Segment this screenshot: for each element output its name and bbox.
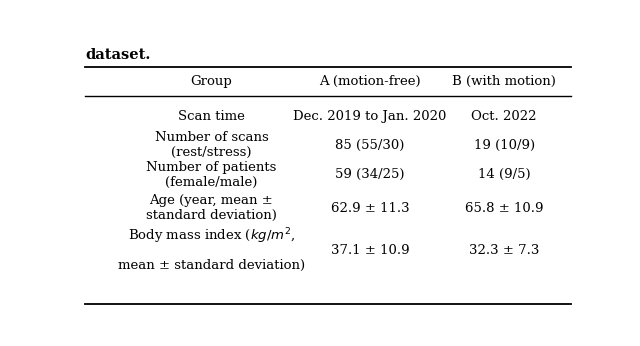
- Text: 59 (34/25): 59 (34/25): [335, 168, 405, 181]
- Text: Scan time: Scan time: [178, 110, 245, 123]
- Text: Oct. 2022: Oct. 2022: [471, 110, 537, 123]
- Text: 85 (55/30): 85 (55/30): [335, 139, 405, 152]
- Text: Group: Group: [191, 75, 232, 88]
- Text: 19 (10/9): 19 (10/9): [474, 139, 534, 152]
- Text: 65.8 ± 10.9: 65.8 ± 10.9: [465, 201, 543, 215]
- Text: dataset.: dataset.: [85, 48, 150, 62]
- Text: Age (year, mean ±
standard deviation): Age (year, mean ± standard deviation): [146, 194, 277, 222]
- Text: Number of patients
(female/male): Number of patients (female/male): [147, 161, 276, 189]
- Text: Number of scans
(rest/stress): Number of scans (rest/stress): [155, 131, 268, 160]
- Text: A (motion-free): A (motion-free): [319, 75, 421, 88]
- Text: 62.9 ± 11.3: 62.9 ± 11.3: [331, 201, 410, 215]
- Text: Dec. 2019 to Jan. 2020: Dec. 2019 to Jan. 2020: [294, 110, 447, 123]
- Text: Body mass index ($\mathit{kg/m^2}$,: Body mass index ($\mathit{kg/m^2}$,: [128, 226, 295, 246]
- Text: 14 (9/5): 14 (9/5): [478, 168, 531, 181]
- Text: 32.3 ± 7.3: 32.3 ± 7.3: [469, 244, 540, 257]
- Text: mean ± standard deviation): mean ± standard deviation): [118, 259, 305, 272]
- Text: 37.1 ± 10.9: 37.1 ± 10.9: [331, 244, 410, 257]
- Text: B (with motion): B (with motion): [452, 75, 556, 88]
